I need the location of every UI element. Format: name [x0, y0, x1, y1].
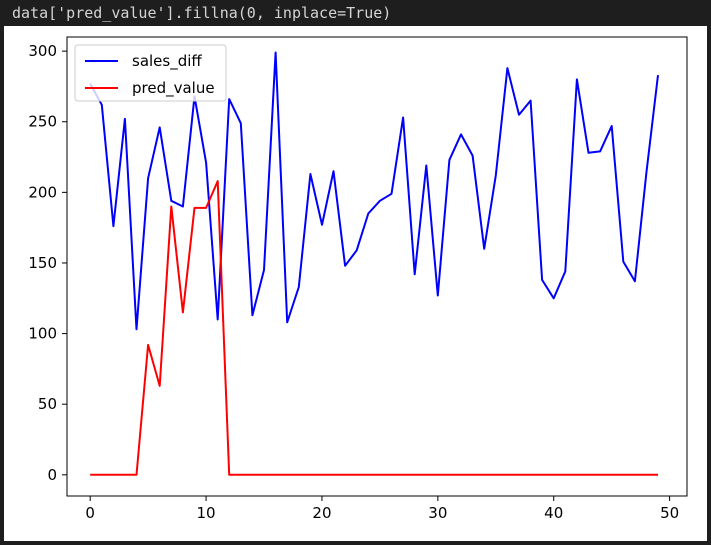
series-layer [89, 51, 659, 476]
y-tick-label: 100 [28, 325, 57, 343]
x-tick-label: 50 [660, 504, 679, 522]
legend-label-sales-diff: sales_diff [132, 52, 202, 71]
legend-label-pred-value: pred_value [132, 79, 215, 98]
code-cell-source: data['pred_value'].fillna(0, inplace=Tru… [12, 4, 392, 22]
y-tick-label: 300 [28, 42, 57, 60]
plot-frame [66, 36, 688, 497]
series-line-pred-value [90, 180, 658, 476]
y-tick-label: 0 [47, 466, 57, 484]
legend: sales_diff pred_value [74, 44, 227, 102]
tick-layer: 0 10 20 30 40 50 0 50 100 150 200 250 300 [28, 42, 679, 522]
x-tick-label: 10 [197, 504, 216, 522]
y-tick-label: 150 [28, 254, 57, 272]
x-tick-label: 20 [312, 504, 331, 522]
y-tick-label: 200 [28, 183, 57, 201]
y-tick-label: 250 [28, 113, 57, 131]
y-tick-label: 50 [38, 395, 57, 413]
bottom-strip [0, 541, 711, 545]
series-line-sales-diff [89, 51, 659, 331]
x-tick-label: 0 [85, 504, 95, 522]
x-tick-label: 30 [428, 504, 447, 522]
cell-output-area: 0 10 20 30 40 50 0 50 100 150 200 250 300 sales_diff… [4, 26, 707, 541]
line-chart: 0 10 20 30 40 50 0 50 100 150 200 250 300 sales_diff… [28, 36, 688, 522]
axes-frame [66, 36, 688, 497]
x-tick-label: 40 [544, 504, 563, 522]
